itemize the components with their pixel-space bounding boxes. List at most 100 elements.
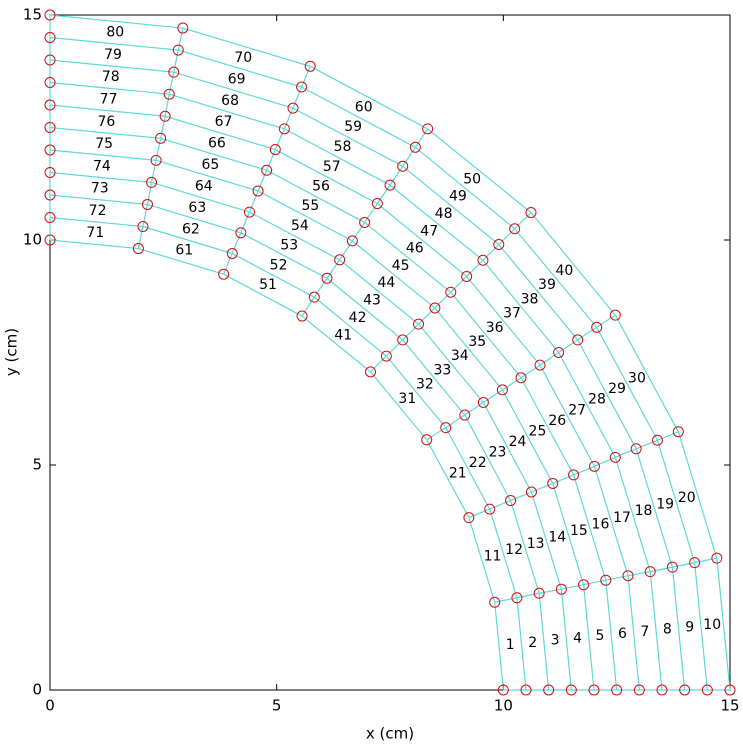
node: [600, 574, 612, 586]
node: [493, 239, 505, 250]
mesh-arc-segment: [558, 352, 616, 458]
node: [609, 451, 621, 463]
node: [505, 495, 517, 507]
mesh-arc-segment: [257, 190, 353, 242]
node: [421, 434, 433, 446]
mesh-arc-segment: [275, 149, 378, 205]
element-label: 67: [215, 114, 233, 130]
node: [252, 185, 264, 197]
element-label: 39: [538, 277, 556, 293]
node: [172, 44, 184, 56]
mesh-arc-segment: [169, 93, 285, 130]
element-label: 41: [334, 327, 352, 343]
node: [44, 144, 56, 156]
mesh-arc-segment: [514, 228, 598, 328]
node: [666, 561, 678, 573]
mesh-arc-segment: [231, 252, 315, 298]
node: [413, 318, 425, 330]
mesh-arc-segment: [426, 439, 470, 518]
element-label: 6: [618, 626, 627, 642]
node: [440, 422, 452, 434]
mesh-arc-segment: [155, 159, 259, 192]
mesh-arc-segment: [501, 389, 554, 484]
node: [44, 122, 56, 133]
element-label: 55: [302, 198, 320, 214]
node: [463, 512, 475, 524]
mesh-arc-segment: [552, 483, 585, 585]
node: [459, 409, 471, 421]
node: [679, 684, 691, 696]
node: [44, 77, 56, 88]
node: [278, 123, 290, 135]
mesh-arc-segment: [614, 457, 651, 572]
element-label: 64: [195, 178, 213, 194]
mesh-arc-segment: [656, 440, 696, 563]
mesh-arc-segment: [464, 414, 512, 501]
node: [543, 684, 555, 696]
node: [218, 268, 230, 280]
mesh-arc-segment: [313, 296, 387, 357]
mesh-arc-segment: [364, 221, 452, 293]
node: [484, 503, 496, 515]
element-label: 8: [663, 622, 672, 638]
element-label: 68: [221, 93, 239, 109]
node: [555, 583, 567, 595]
mesh-arc-segment: [489, 508, 518, 598]
element-label: 57: [323, 159, 341, 175]
element-label: 31: [398, 391, 416, 407]
node: [578, 579, 590, 591]
mesh-arc-segment: [49, 14, 183, 29]
element-label: 25: [529, 423, 547, 439]
mesh-arc-segment: [530, 212, 616, 316]
element-label: 18: [635, 503, 653, 519]
mesh-arc-segment: [450, 291, 522, 379]
node: [588, 460, 600, 472]
mesh-arc-segment: [164, 115, 276, 151]
element-label: 1: [506, 637, 515, 653]
node: [633, 684, 645, 696]
node: [226, 248, 238, 259]
node: [44, 9, 56, 21]
mesh-arc-segment: [142, 225, 233, 255]
element-label: 29: [608, 381, 626, 397]
mesh-arc-segment: [635, 448, 674, 568]
node: [44, 167, 56, 178]
element-label: 47: [420, 223, 438, 239]
mesh-arc-segment: [539, 364, 595, 467]
element-label: 48: [435, 206, 453, 222]
element-label: 71: [86, 225, 104, 241]
mesh-arc-segment: [160, 137, 267, 171]
node: [334, 254, 346, 266]
mesh-arc-segment: [370, 371, 428, 441]
mesh-arc-segment: [677, 431, 718, 559]
node: [296, 81, 308, 93]
mesh-arc-segment: [147, 203, 242, 234]
node: [44, 234, 56, 246]
element-label: 3: [551, 633, 560, 649]
element-label: 73: [91, 181, 109, 197]
mesh-arc-segment: [538, 593, 550, 691]
node: [132, 243, 144, 255]
node: [163, 88, 175, 100]
node: [321, 272, 333, 284]
element-label: 76: [98, 114, 116, 130]
node: [651, 434, 663, 446]
mesh-arc-segment: [49, 81, 170, 95]
node: [308, 291, 320, 303]
node: [553, 347, 565, 358]
element-label: 44: [377, 275, 395, 291]
mesh-arc-segment: [520, 377, 575, 476]
node: [159, 110, 171, 122]
element-label: 10: [703, 617, 721, 633]
mesh-arc-segment: [671, 567, 686, 691]
mesh-arc-segment: [605, 580, 618, 691]
element-label: 15: [570, 523, 588, 539]
element-label: 5: [596, 628, 605, 644]
element-label: 17: [613, 510, 631, 526]
mesh-arc-segment: [49, 149, 157, 161]
element-label: 34: [451, 348, 469, 364]
node: [235, 227, 247, 239]
node: [44, 54, 56, 66]
node: [269, 144, 281, 156]
node: [588, 684, 600, 696]
